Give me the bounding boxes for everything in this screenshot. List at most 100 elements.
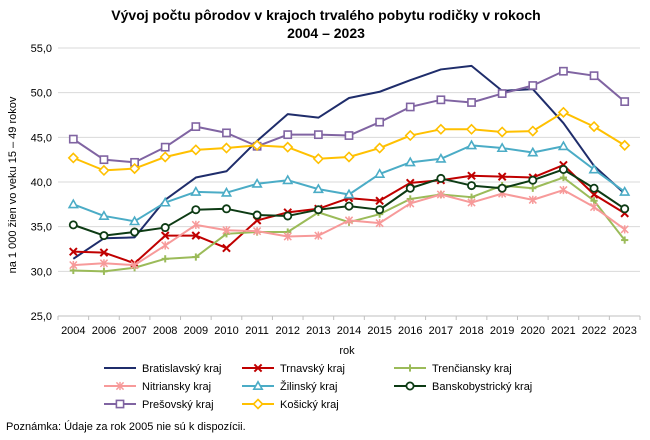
data-point (220, 186, 233, 197)
legend-item: Košický kraj (242, 398, 339, 411)
data-point (527, 146, 539, 157)
legend-marker (252, 380, 264, 391)
data-point (161, 255, 169, 263)
data-point (374, 168, 386, 178)
data-point (191, 220, 200, 230)
data-point (100, 267, 108, 275)
x-axis-ticks: 2004 2006 2007 2008 2009 2010 2011 2012 2013 2014… (57, 316, 641, 337)
legend-marker (115, 381, 125, 391)
data-point (283, 130, 293, 140)
x-tick-label: 2010 (214, 325, 238, 337)
y-axis-ticks: 25,0 30,0 35,0 40,0 45,0 50,0 55,0 (31, 43, 52, 323)
data-point (589, 183, 599, 193)
x-tick-label: 2020 (521, 325, 545, 337)
data-point (343, 188, 355, 199)
legend-marker (252, 398, 264, 410)
legend-item: Nitriansky kraj (104, 381, 211, 393)
data-point (222, 226, 231, 235)
x-tick-label: 2008 (153, 325, 177, 337)
y-axis-title: na 1 000 žien vo veku 15 – 49 rokov (7, 96, 19, 273)
data-point (283, 232, 292, 241)
data-point (529, 184, 537, 192)
data-point (312, 153, 324, 165)
x-tick-label: 2023 (612, 325, 636, 337)
data-point (99, 248, 109, 257)
data-point (159, 196, 171, 207)
data-point (190, 186, 202, 196)
legend-item: Banskobystrický kraj (394, 381, 532, 393)
legend-item: Bratislavský kraj (104, 363, 221, 375)
data-point (375, 196, 384, 206)
legend-label: Banskobystrický kraj (432, 381, 532, 393)
data-point (465, 139, 478, 150)
data-point (405, 183, 415, 193)
legend-marker (253, 363, 263, 373)
x-tick-label: 2007 (122, 325, 146, 337)
data-point (589, 190, 599, 199)
chart-title: Vývoj počtu pôrodov v krajoch trvalého p… (111, 7, 540, 23)
data-point (375, 218, 384, 228)
legend-label: Trenčiansky kraj (432, 363, 512, 375)
legend-label: Trnavský kraj (280, 363, 345, 375)
data-point (160, 231, 170, 240)
data-point (69, 260, 78, 270)
data-point (312, 183, 324, 194)
data-point (588, 163, 600, 174)
data-point (69, 247, 78, 256)
data-point (467, 198, 476, 207)
x-tick-label: 2021 (551, 325, 575, 337)
x-tick-label: 2013 (306, 325, 330, 337)
series-nitriansky-kraj (69, 185, 629, 270)
data-point (435, 123, 447, 135)
gridlines (58, 47, 640, 272)
data-point (436, 190, 446, 199)
data-point (99, 259, 109, 268)
legend-marker (406, 364, 414, 372)
data-point (620, 204, 630, 214)
data-point (436, 173, 446, 183)
data-point (620, 225, 629, 234)
data-point (559, 66, 568, 76)
legend-item: Žilinský kraj (242, 380, 337, 393)
data-point (221, 204, 231, 214)
legend-label: Prešovský kraj (142, 399, 214, 411)
data-point (68, 134, 78, 144)
y-tick-label: 25,0 (31, 311, 52, 323)
chart-subtitle: 2004 – 2023 (287, 25, 365, 41)
data-point (98, 164, 110, 177)
data-point (282, 174, 294, 185)
legend-item: Trnavský kraj (242, 363, 345, 375)
legend-label: Žilinský kraj (280, 380, 337, 393)
data-point (161, 241, 170, 250)
x-tick-label: 2022 (582, 325, 606, 337)
data-point (160, 223, 170, 233)
data-point (220, 142, 233, 154)
data-point (404, 156, 416, 167)
legend-item: Prešovský kraj (104, 399, 214, 411)
legend-label: Bratislavský kraj (142, 363, 221, 375)
data-point (99, 155, 109, 165)
data-point (528, 81, 538, 90)
data-point (160, 142, 170, 152)
x-tick-label: 2019 (490, 325, 514, 337)
x-tick-label: 2006 (92, 325, 116, 337)
legend-label: Nitriansky kraj (142, 381, 211, 393)
x-tick-label: 2015 (367, 325, 391, 337)
x-tick-label: 2009 (184, 325, 208, 337)
data-point (251, 139, 263, 152)
data-point (559, 185, 568, 195)
legend-marker (405, 381, 415, 391)
data-point (313, 205, 323, 215)
data-point (313, 130, 323, 140)
data-point (558, 164, 568, 174)
data-point (283, 211, 293, 221)
y-tick-label: 40,0 (31, 177, 52, 189)
series-zilinsky-kraj (67, 139, 631, 226)
data-point (557, 140, 569, 151)
x-tick-label: 2012 (275, 325, 299, 337)
x-tick-label: 2011 (245, 325, 269, 337)
data-point (99, 231, 109, 241)
legend-label: Košický kraj (280, 399, 339, 411)
data-point (67, 198, 79, 209)
